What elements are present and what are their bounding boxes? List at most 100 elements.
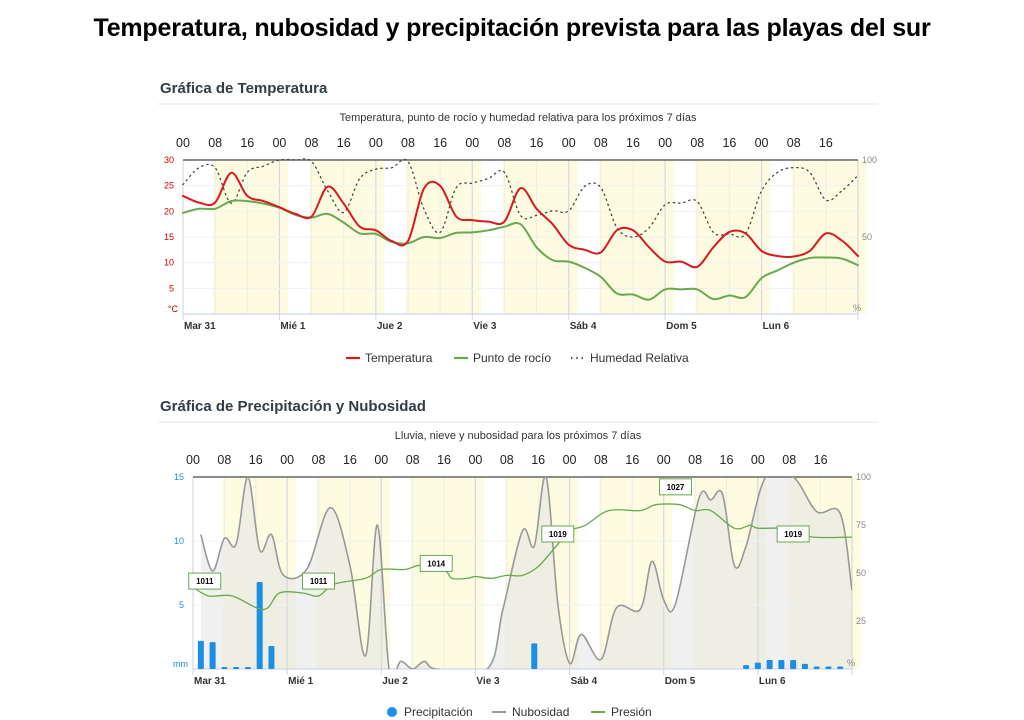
hour-tick-label: 16 <box>625 453 639 467</box>
cloud-area <box>200 477 852 669</box>
chart-subtitle: Lluvia, nieve y nubosidad para los próxi… <box>395 430 642 442</box>
hour-tick-label: 08 <box>497 136 511 150</box>
cloud-line-group <box>200 477 852 669</box>
pressure-label-box <box>302 572 336 590</box>
legend-label: Humedad Relativa <box>590 351 689 365</box>
pressure-label-box <box>188 572 222 590</box>
day-label: Dom 5 <box>665 676 696 687</box>
legend-label: Punto de rocío <box>473 351 551 365</box>
pressure-label: 1027 <box>667 483 685 492</box>
precipitation-bar <box>197 640 204 669</box>
temperature-chart: Gráfica de Temperatura Temperatura, punto… <box>158 80 878 365</box>
y-left-unit-label: mm <box>173 659 188 669</box>
hour-tick-label: 16 <box>437 453 451 467</box>
hour-tick-label: 08 <box>594 136 608 150</box>
hour-tick-label: 08 <box>688 453 702 467</box>
pressure-label: 1014 <box>427 559 445 568</box>
day-label: Sáb 4 <box>570 321 597 332</box>
hour-tick-label: 08 <box>305 136 319 150</box>
legend-swatch <box>387 707 397 717</box>
hour-tick-label: 16 <box>814 453 828 467</box>
hour-tick-label: 08 <box>406 453 420 467</box>
precipitation-bar <box>209 642 216 669</box>
y-left-tick-label: 20 <box>164 206 174 216</box>
y-left-tick-label: 10 <box>164 258 174 268</box>
hour-tick-label: 00 <box>465 136 479 150</box>
legend: Precipitación Nubosidad Presión <box>387 705 652 719</box>
day-label: Lun 6 <box>759 676 786 687</box>
pressure-label-box <box>419 554 453 572</box>
y-right-unit-label: % <box>847 658 855 668</box>
hour-tick-label: 00 <box>562 136 576 150</box>
day-label: Sáb 4 <box>571 676 598 687</box>
series-line-nubosidad <box>200 477 852 669</box>
precipitation-bar <box>813 666 820 669</box>
day-label: Mar 31 <box>184 321 216 332</box>
y-left-unit-label: °C <box>168 304 179 314</box>
precipitation-bar <box>766 660 773 669</box>
hour-tick-label: 16 <box>626 136 640 150</box>
pressure-label: 1019 <box>549 530 567 539</box>
hour-tick-label: 16 <box>337 136 351 150</box>
hour-tick-label: 16 <box>722 136 736 150</box>
hour-tick-label: 08 <box>208 136 222 150</box>
y-left-tick-label: 25 <box>164 181 174 191</box>
day-label: Jue 2 <box>382 676 408 687</box>
hour-tick-label: 00 <box>563 453 577 467</box>
y-right-tick-label: 50 <box>856 568 866 578</box>
day-label: Vie 3 <box>473 321 497 332</box>
day-label: Mar 31 <box>194 676 226 687</box>
legend-label: Nubosidad <box>512 705 569 719</box>
pressure-label: 1011 <box>310 577 328 586</box>
pressure-label: 1019 <box>784 530 802 539</box>
day-label: Jue 2 <box>377 321 403 332</box>
precipitation-bar <box>531 643 538 669</box>
y-left-tick-label: 10 <box>174 536 184 546</box>
hour-tick-label: 16 <box>433 136 447 150</box>
hour-tick-label: 00 <box>176 136 190 150</box>
section-title: Gráfica de Precipitación y Nubosidad <box>160 398 426 415</box>
hour-tick-label: 16 <box>720 453 734 467</box>
y-right-tick-label: 100 <box>856 472 871 482</box>
hour-tick-label: 00 <box>272 136 286 150</box>
precipitation-bar <box>743 665 750 669</box>
legend-label: Presión <box>611 705 652 719</box>
hour-tick-label: 16 <box>819 136 833 150</box>
chart-subtitle: Temperatura, punto de rocío y humedad re… <box>339 112 697 124</box>
hour-tick-label: 08 <box>594 453 608 467</box>
legend: Temperatura Punto de rocío Humedad Relativ… <box>346 351 689 365</box>
precipitation-bar <box>233 667 240 669</box>
y-left-tick-label: 5 <box>179 600 184 610</box>
hour-tick-label: 00 <box>369 136 383 150</box>
pressure-label-box <box>658 478 692 496</box>
precipitation-bar <box>825 666 832 669</box>
series-line-presion <box>192 503 853 611</box>
y-right-tick-label: 100 <box>862 155 877 165</box>
day-label: Dom 5 <box>666 321 697 332</box>
day-label: Mié 1 <box>288 676 313 687</box>
hour-tick-label: 16 <box>249 453 263 467</box>
page-title: Temperatura, nubosidad y precipitación p… <box>93 14 931 42</box>
hour-tick-label: 00 <box>755 136 769 150</box>
precipitation-bar <box>837 666 844 669</box>
hour-tick-label: 16 <box>530 136 544 150</box>
y-left-tick-label: 15 <box>174 472 184 482</box>
y-left-tick-label: 5 <box>169 283 174 293</box>
precipitation-bar <box>754 662 761 669</box>
precipitation-bar <box>268 645 275 669</box>
precipitation-bar <box>801 663 808 669</box>
hour-tick-label: 00 <box>657 453 671 467</box>
precipitation-bar <box>244 667 251 669</box>
y-right-tick-label: 50 <box>862 232 872 242</box>
hour-tick-label: 08 <box>217 453 231 467</box>
legend-label: Temperatura <box>365 351 433 365</box>
pressure-label: 1011 <box>196 577 214 586</box>
hour-tick-label: 00 <box>751 453 765 467</box>
hour-tick-label: 16 <box>343 453 357 467</box>
hour-tick-label: 00 <box>374 453 388 467</box>
day-label: Mié 1 <box>280 321 305 332</box>
pressure-label-box <box>541 525 575 543</box>
y-right-unit-label: % <box>853 303 861 313</box>
hour-tick-label: 08 <box>690 136 704 150</box>
